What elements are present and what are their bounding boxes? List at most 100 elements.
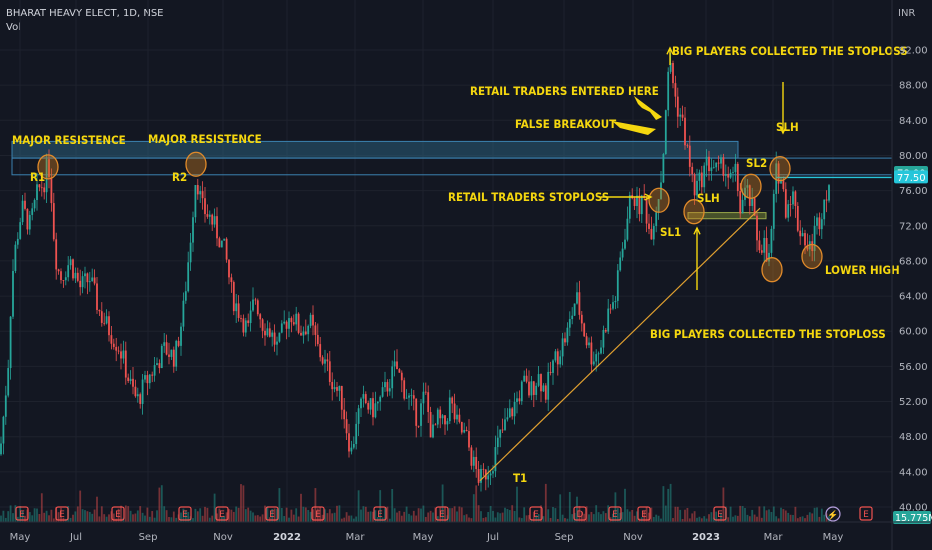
volume-bar [69, 517, 72, 522]
volume-bar [688, 518, 691, 522]
candle-body [172, 349, 175, 367]
candle-body [621, 248, 624, 258]
candle-body [559, 356, 562, 365]
candle-body [144, 375, 146, 380]
candle-body [734, 163, 737, 173]
candle-body [487, 475, 490, 480]
volume-bar [393, 508, 396, 522]
volume-bar [105, 516, 108, 522]
candle-body [115, 346, 118, 351]
volume-bar [782, 509, 785, 522]
candle-body [324, 359, 326, 364]
candle-body [12, 270, 14, 317]
candle-body [141, 379, 144, 404]
candle-body [412, 395, 415, 399]
volume-bar [734, 515, 737, 522]
candle-body [230, 277, 233, 283]
label-lower-high: LOWER HIGH [825, 263, 900, 277]
volume-bar [801, 516, 804, 522]
volume-bar [547, 509, 550, 522]
volume-bar [816, 507, 818, 522]
volume-bar [672, 518, 674, 522]
event-marker-label: E [182, 510, 188, 520]
candle-body [432, 424, 434, 438]
event-marker [373, 506, 387, 521]
annotation-labels: MAJOR RESISTENCE MAJOR RESISTENCE R1 R2 BIG … [12, 44, 908, 485]
volume-bar [237, 507, 240, 522]
x-tick-label: Nov [623, 532, 643, 543]
candle-body [708, 156, 710, 172]
candle-body [595, 354, 598, 362]
candle-body [549, 371, 552, 373]
volume-bar [386, 506, 389, 522]
volume-bar [28, 512, 31, 522]
candle-body [566, 327, 569, 343]
candle-body [360, 398, 362, 409]
candle-body [316, 334, 319, 345]
candle-body [441, 415, 444, 419]
candle-body [636, 195, 638, 207]
candle-body [753, 198, 756, 216]
volume-bar [542, 516, 545, 522]
candle-body [367, 403, 370, 410]
volume-bar [429, 510, 432, 522]
x-tick-label: Sep [139, 532, 158, 543]
candle-body [336, 387, 338, 391]
candle-body [638, 195, 641, 215]
candle-body [710, 167, 713, 172]
volume-bar [460, 507, 463, 522]
volume-bar [698, 516, 701, 522]
volume-bar [472, 494, 475, 522]
candle-body [811, 241, 814, 252]
volume-bar [120, 505, 122, 522]
candle-body [789, 204, 792, 206]
candle-body [669, 63, 672, 72]
candle-body [703, 165, 706, 188]
candle-body [820, 219, 823, 230]
volume-bar [669, 483, 672, 522]
volume-bar [660, 518, 662, 522]
candle-body [67, 265, 70, 278]
volume-bar [40, 493, 43, 522]
candle-body [187, 262, 190, 292]
candle-body [28, 214, 31, 230]
candle-body [362, 394, 365, 399]
volume-bar [621, 512, 624, 522]
volume-bar [324, 509, 326, 522]
volume-bar [218, 508, 221, 522]
candle-body [266, 328, 269, 336]
volume-bar [612, 513, 614, 522]
volume-bar [300, 493, 302, 522]
time-axis: May Jul Sep Nov 2022 Mar May Jul Sep Nov 2023 Mar Ma… [0, 521, 932, 543]
volume-bar [165, 510, 168, 522]
volume-bar [285, 507, 288, 522]
event-marker [311, 506, 325, 521]
volume-bar [739, 505, 742, 522]
y-tick-label: 92.00 [899, 46, 928, 57]
candle-body [530, 381, 533, 396]
volume-bar [12, 513, 14, 522]
volume-bar [484, 517, 487, 522]
x-tick-label: Sep [555, 532, 574, 543]
candle-body [628, 195, 631, 219]
volume-bar [254, 515, 257, 522]
candle-body [648, 223, 650, 229]
volume-bar [124, 505, 127, 522]
candle-body [182, 300, 185, 327]
volume-bar [0, 515, 2, 522]
volume-bar [756, 516, 758, 522]
event-marker [608, 506, 622, 521]
candle-body [45, 159, 48, 193]
candle-body [213, 216, 216, 225]
candle-body [684, 117, 686, 146]
y-tick-label: 88.00 [899, 81, 928, 92]
candle-body [127, 377, 130, 382]
candle-body [535, 385, 538, 395]
candle-body [456, 414, 458, 420]
volume-bar [453, 506, 456, 522]
candle-body [328, 361, 331, 382]
volume-bar [50, 509, 53, 522]
volume-bar [230, 509, 233, 522]
candle-body [652, 225, 655, 240]
